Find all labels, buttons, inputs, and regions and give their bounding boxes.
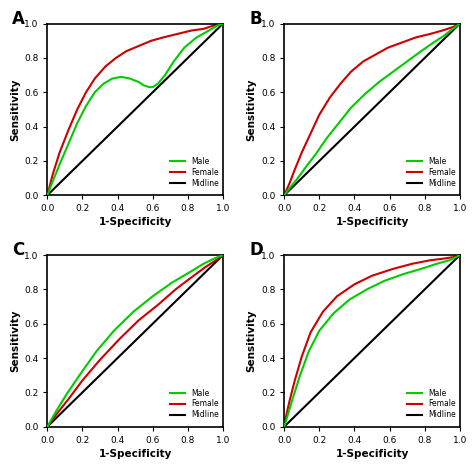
X-axis label: 1-Specificity: 1-Specificity (335, 218, 409, 228)
Text: A: A (12, 10, 25, 28)
Y-axis label: Sensitivity: Sensitivity (10, 78, 20, 141)
X-axis label: 1-Specificity: 1-Specificity (335, 449, 409, 459)
Text: C: C (12, 241, 25, 259)
Y-axis label: Sensitivity: Sensitivity (247, 310, 257, 372)
Text: B: B (249, 10, 262, 28)
X-axis label: 1-Specificity: 1-Specificity (99, 218, 172, 228)
Legend: Male, Female, Midline: Male, Female, Midline (407, 389, 456, 419)
Legend: Male, Female, Midline: Male, Female, Midline (170, 389, 219, 419)
Legend: Male, Female, Midline: Male, Female, Midline (170, 157, 219, 188)
Legend: Male, Female, Midline: Male, Female, Midline (407, 157, 456, 188)
Text: D: D (249, 241, 263, 259)
X-axis label: 1-Specificity: 1-Specificity (99, 449, 172, 459)
Y-axis label: Sensitivity: Sensitivity (10, 310, 20, 372)
Y-axis label: Sensitivity: Sensitivity (247, 78, 257, 141)
